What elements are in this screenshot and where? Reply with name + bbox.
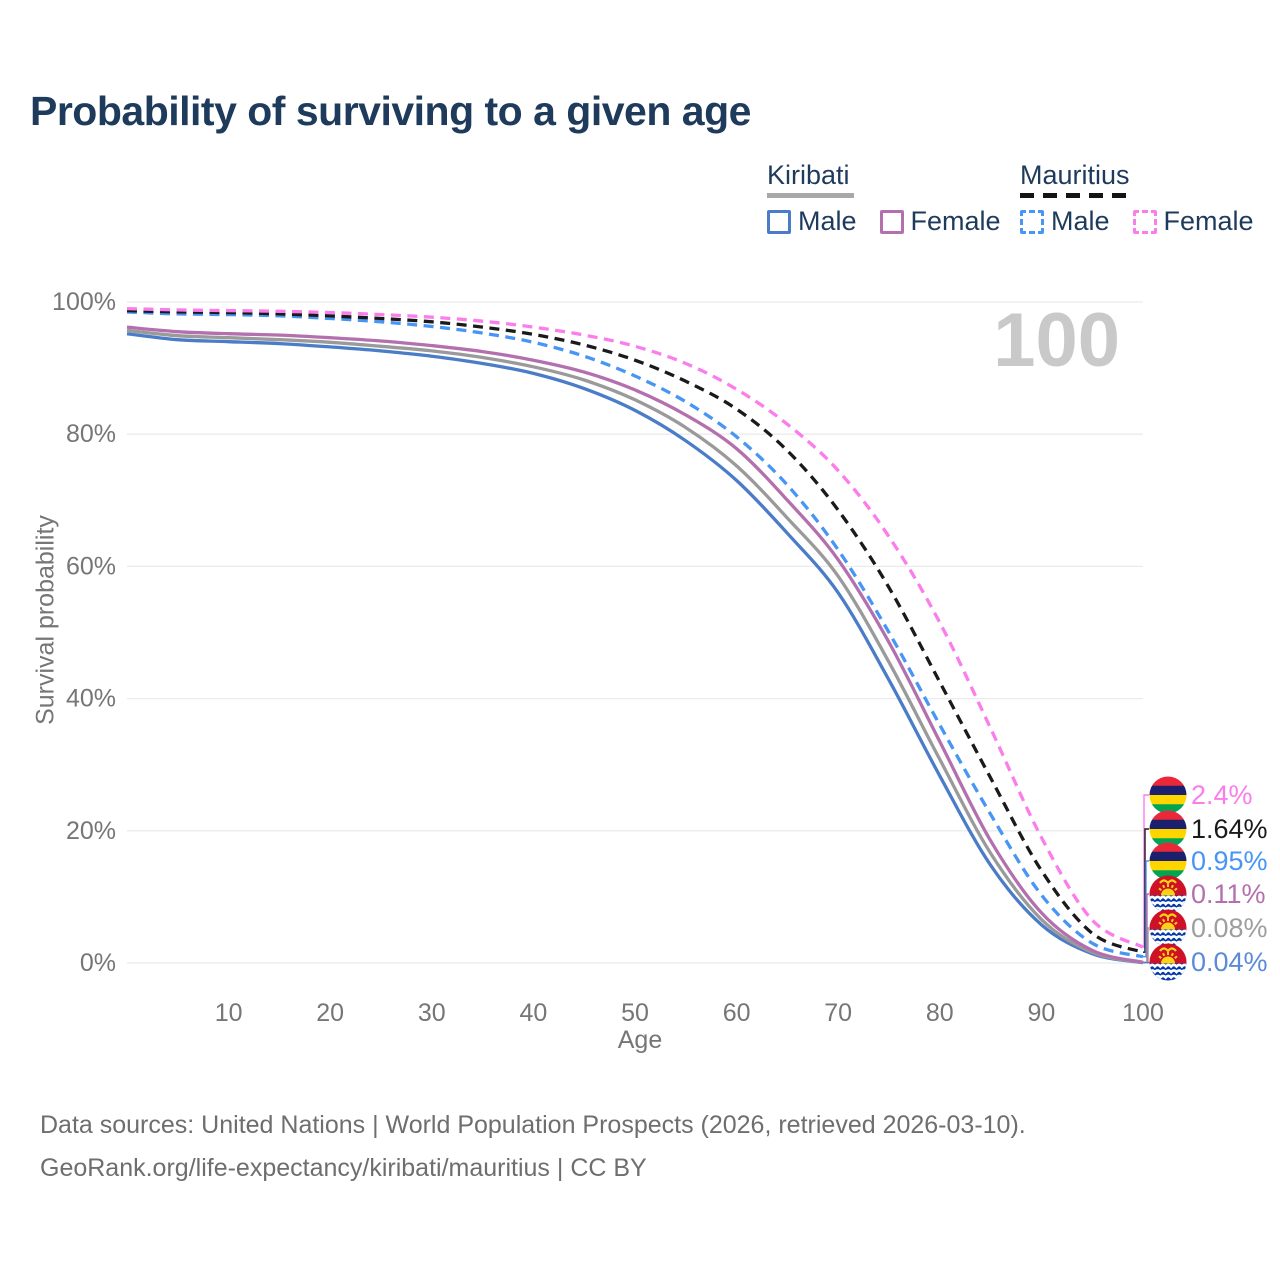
x-tick-label: 80 [926,999,954,1027]
y-tick-label: 20% [66,817,116,845]
flag-icon-mauritius [1149,810,1187,848]
end-label-mauritius-male: 0.95% [1191,846,1268,876]
y-tick-label: 0% [80,949,116,977]
y-tick-label: 40% [66,685,116,713]
series-line-mauritius-female[interactable] [126,306,1144,949]
age-watermark: 100 [993,298,1120,383]
end-label-kiribati-female: 0.11% [1191,879,1266,909]
x-tick-label: 10 [215,999,243,1027]
end-label-kiribati-all: 0.08% [1191,913,1268,943]
flag-icon-kiribati [1149,875,1187,913]
x-tick-label: 70 [824,999,852,1027]
end-label-connector-kiribati-male [1143,962,1150,964]
y-tick-label: 80% [66,420,116,448]
mauritius-female-checkbox[interactable] [1132,209,1157,234]
x-tick-label: 90 [1027,999,1055,1027]
kiribati-female-checkbox[interactable] [879,209,904,234]
legend-country-mauritius: Mauritius [1020,160,1130,190]
end-label-mauritius-all: 1.64% [1191,814,1268,844]
x-tick-label: 60 [723,999,751,1027]
x-tick-label: 20 [316,999,344,1027]
footer: Data sources: United Nations | World Pop… [40,1104,1026,1190]
legend-country-kiribati: Kiribati [767,160,850,190]
end-label-kiribati-male: 0.04% [1191,947,1268,977]
page-title: Probability of surviving to a given age [30,88,751,134]
series-line-kiribati-all[interactable] [126,328,1144,965]
x-axis-title: Age [617,1026,663,1054]
mauritius-female-label: Female [1163,206,1254,236]
y-tick-label: 60% [66,552,116,580]
kiribati-female-label: Female [910,206,1001,236]
end-label-mauritius-female: 2.4% [1191,780,1253,810]
kiribati-male-checkbox[interactable] [767,209,791,234]
attribution-line: GeoRank.org/life-expectancy/kiribati/mau… [40,1154,647,1182]
flag-icon-kiribati [1149,943,1187,981]
flag-icon-mauritius [1149,842,1187,880]
flag-icon-kiribati [1149,909,1187,947]
series-line-kiribati-female[interactable] [126,325,1144,964]
y-tick-label: 100% [52,288,116,316]
data-sources-line: Data sources: United Nations | World Pop… [40,1111,1026,1139]
end-label-connector-mauritius-all [1143,828,1149,953]
mauritius-male-checkbox[interactable] [1020,209,1044,234]
kiribati-line-swatch [767,193,854,198]
x-tick-label: 100 [1122,999,1164,1027]
mauritius-line-swatch [1020,193,1132,198]
kiribati-male-label: Male [798,206,857,236]
series-line-mauritius-all[interactable] [126,308,1144,954]
end-label-connector-mauritius-female [1143,794,1149,948]
x-tick-label: 50 [621,999,649,1027]
x-tick-label: 30 [418,999,446,1027]
series-line-kiribati-male[interactable] [126,332,1144,965]
end-label-connector-mauritius-male [1143,860,1149,958]
legend-group-kiribati: Kiribati Male Female [767,160,1017,237]
y-axis-title: Survival probability [31,515,60,725]
mauritius-male-label: Male [1051,206,1110,236]
legend-group-mauritius: Mauritius Male Female [1020,160,1270,237]
series-line-mauritius-male[interactable] [126,310,1144,959]
x-tick-label: 40 [519,999,547,1027]
flag-icon-mauritius [1149,776,1187,814]
